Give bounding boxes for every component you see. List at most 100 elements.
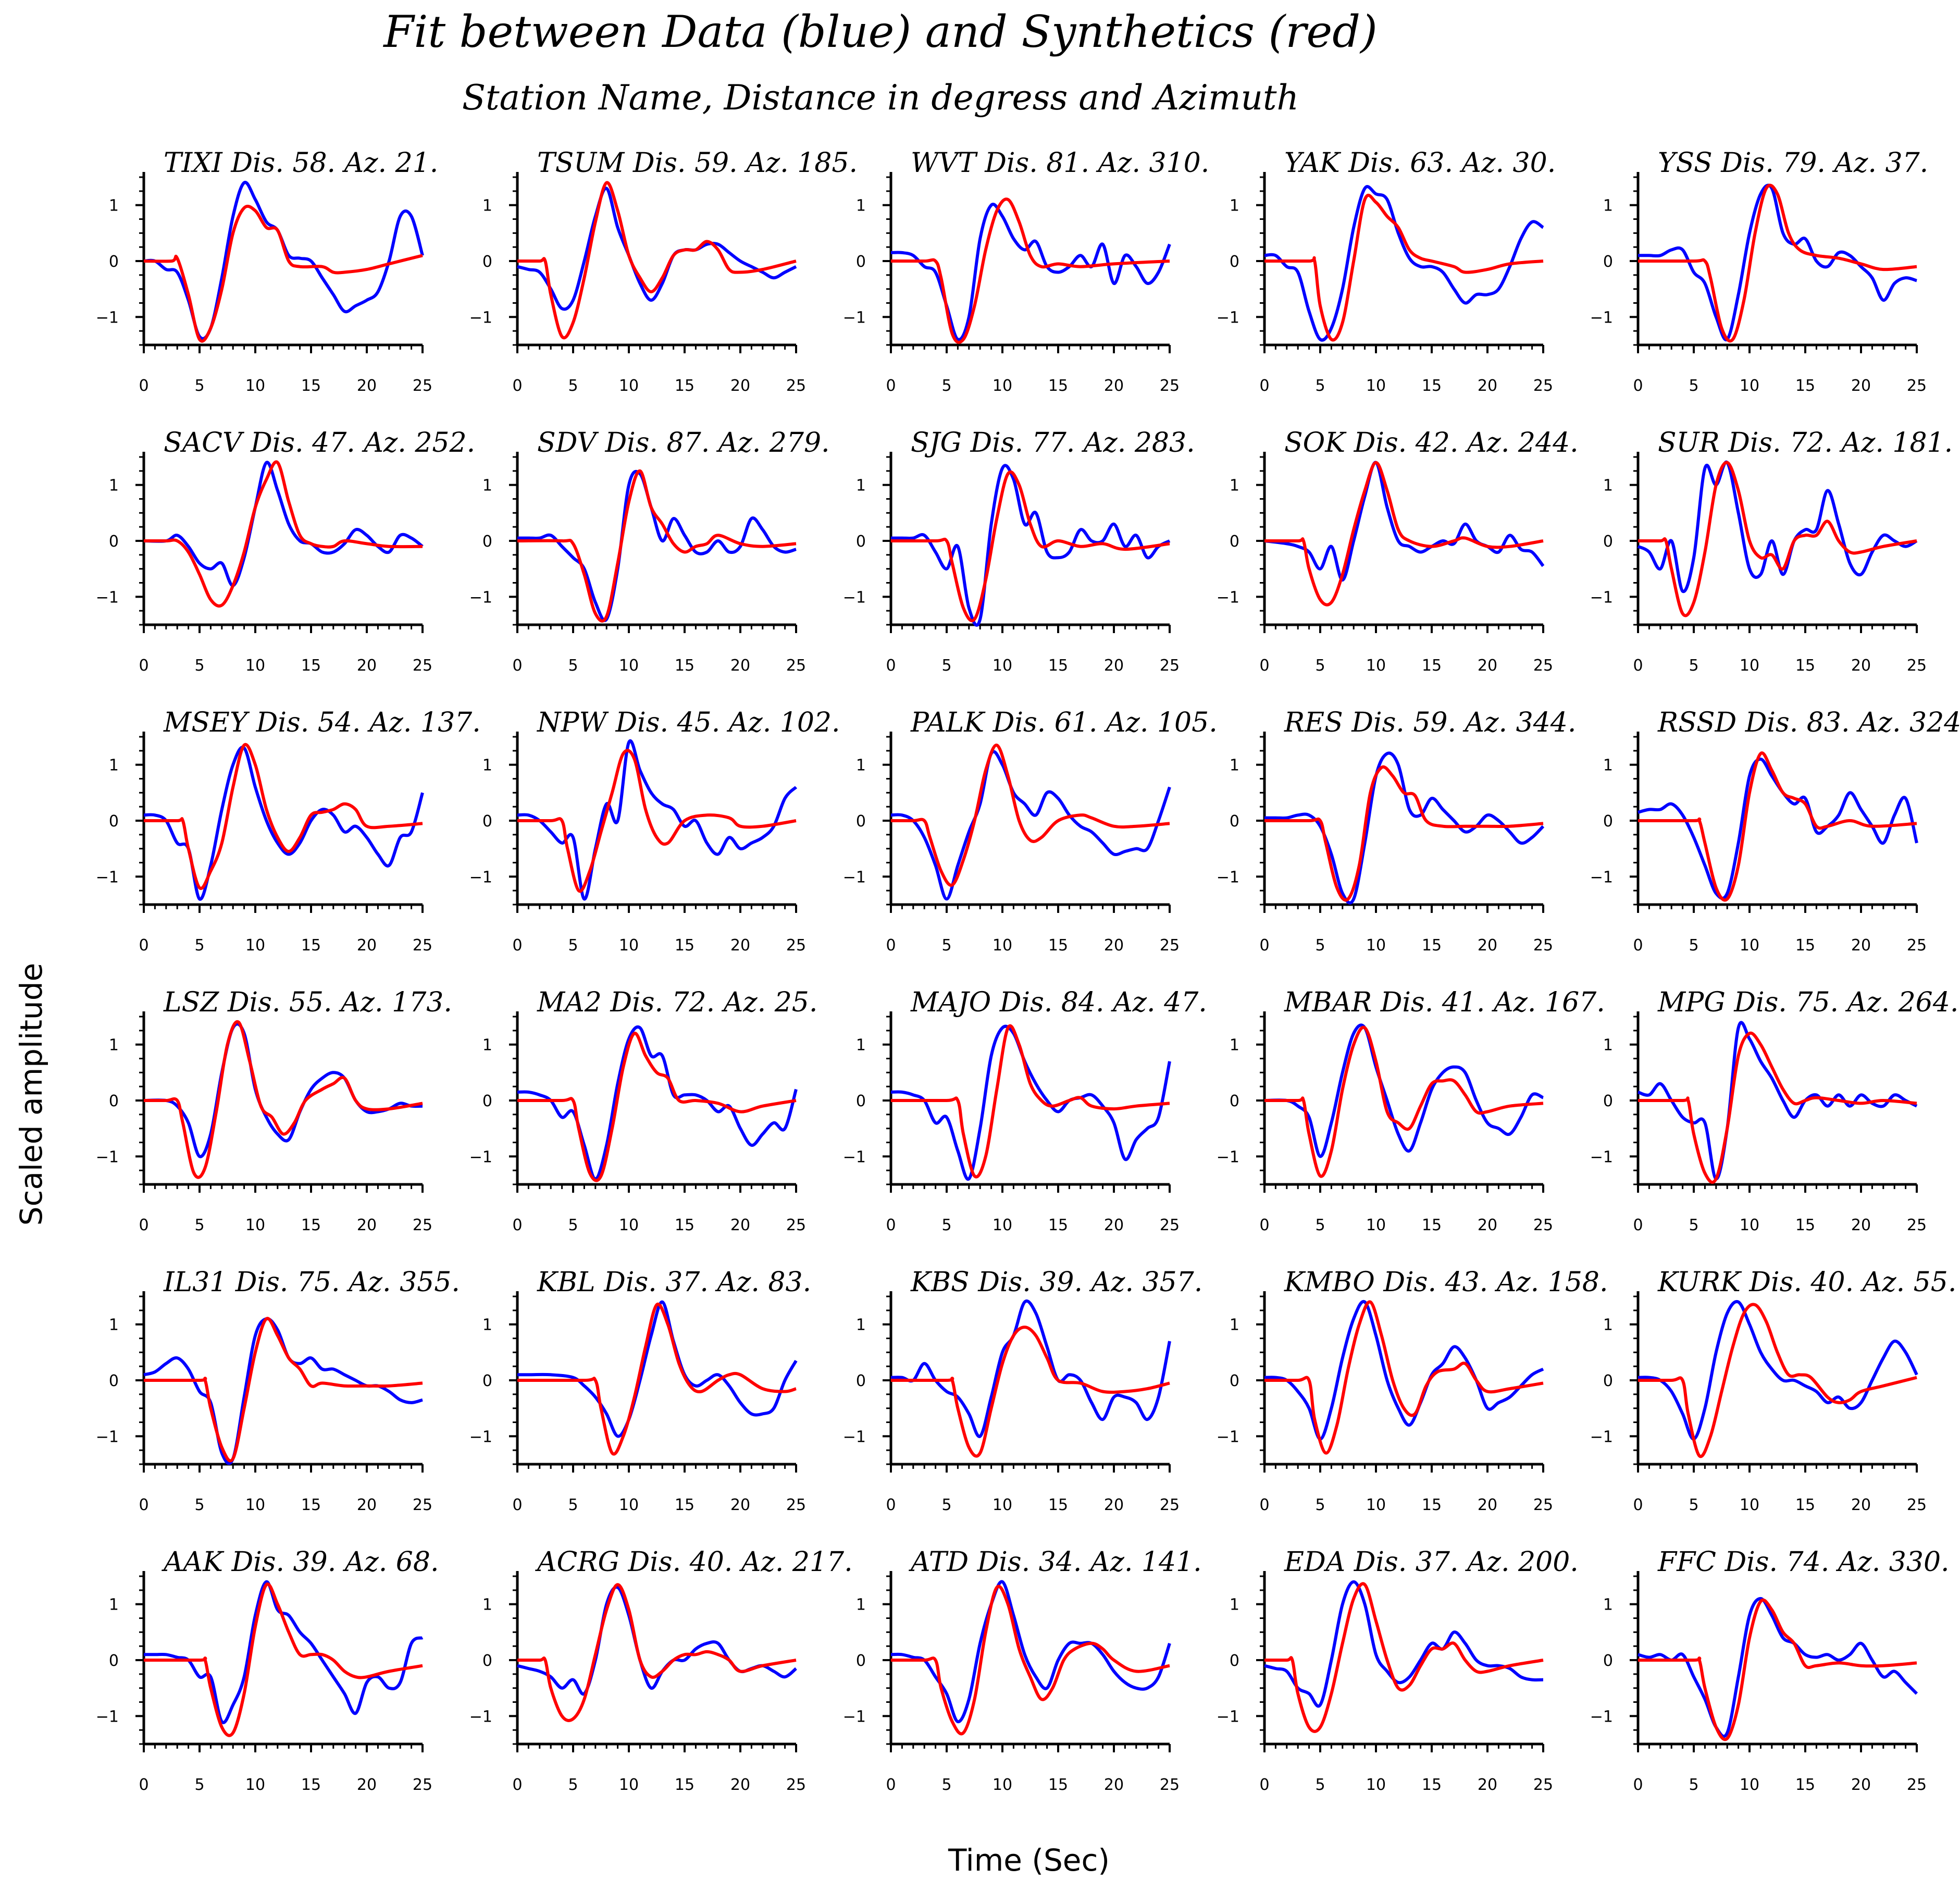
y-tick-label: −1 [96,308,119,327]
y-tick-label: −1 [96,1708,119,1726]
x-tick-label: 10 [993,936,1012,955]
x-tick-label: 25 [413,1776,432,1794]
synthetic-trace-red [1264,1300,1544,1455]
x-tick-label: 15 [1422,1496,1442,1514]
x-tick-label: 25 [1533,377,1553,395]
y-tick-label: 0 [482,253,492,271]
y-tick-label: 0 [109,253,119,271]
station-label: MPG Dis. 75. Az. 264. [1657,987,1958,1018]
x-tick-label: 5 [194,1496,204,1514]
x-tick-label: 10 [245,1216,265,1234]
x-tick-label: 20 [357,936,377,955]
x-tick-label: 10 [1366,936,1386,955]
station-label: RES Dis. 59. Az. 344. [1284,707,1576,738]
x-tick-label: 10 [1366,1496,1386,1514]
chart-title: Fit between Data (blue) and Synthetics (… [382,6,1378,57]
x-tick-label: 15 [1795,1216,1815,1234]
x-tick-label: 15 [675,1776,694,1794]
x-tick-label: 10 [619,377,639,395]
y-tick-label: −1 [96,588,119,607]
y-tick-label: 1 [109,1596,119,1614]
x-tick-label: 20 [357,1776,377,1794]
x-tick-label: 5 [1689,1216,1698,1234]
synthetic-trace-red [890,197,1170,344]
x-tick-label: 5 [941,1776,951,1794]
x-tick-label: 0 [1633,936,1643,955]
y-tick-label: −1 [843,1708,866,1726]
y-tick-label: −1 [96,1148,119,1166]
station-label: MSEY Dis. 54. Az. 137. [163,707,481,738]
x-tick-label: 5 [1689,1496,1698,1514]
synthetic-trace-red [1264,1582,1544,1733]
station-label: NPW Dis. 45. Az. 102. [536,707,840,738]
data-trace-blue [891,464,1171,627]
y-tick-label: 0 [482,1652,492,1670]
x-tick-label: 0 [512,1776,522,1794]
x-tick-label: 10 [993,1216,1012,1234]
y-tick-label: 1 [856,1036,866,1055]
y-tick-label: 1 [482,197,492,215]
station-label: EDA Dis. 37. Az. 200. [1284,1547,1579,1578]
x-tick-label: 0 [512,1216,522,1234]
x-tick-label: 0 [512,377,522,395]
y-tick-label: −1 [96,1428,119,1446]
x-tick-label: 0 [512,657,522,675]
x-tick-label: 5 [941,377,951,395]
y-tick-label: −1 [1217,1708,1239,1726]
x-tick-label: 25 [1907,1776,1927,1794]
y-tick-label: 0 [482,1372,492,1390]
y-tick-label: 0 [856,1092,866,1110]
synthetic-trace-red [517,1032,797,1182]
x-tick-label: 15 [1422,377,1442,395]
x-tick-label: 25 [413,657,432,675]
y-axis-label: Scaled amplitude [14,963,49,1226]
x-tick-label: 25 [1907,377,1927,395]
y-tick-label: 0 [1230,1372,1239,1390]
synthetic-trace-red [1638,1303,1917,1458]
x-tick-label: 10 [245,377,265,395]
x-tick-label: 15 [675,936,694,955]
x-tick-label: 15 [1048,936,1068,955]
x-tick-label: 15 [675,377,694,395]
y-tick-label: 0 [1603,1372,1613,1390]
station-label: RSSD Dis. 83. Az. 324. [1657,707,1960,738]
y-tick-label: 1 [1603,477,1613,495]
synthetic-trace-red [1638,461,1917,617]
x-tick-label: 0 [512,1496,522,1514]
y-tick-label: 0 [1603,812,1613,831]
x-tick-label: 20 [1851,657,1871,675]
synthetic-trace-red [1638,1598,1917,1741]
station-label: YAK Dis. 63. Az. 30. [1284,147,1556,179]
station-label: LSZ Dis. 55. Az. 173. [163,987,452,1018]
x-tick-label: 10 [619,1496,639,1514]
x-tick-label: 25 [786,1776,806,1794]
x-tick-label: 20 [357,657,377,675]
station-label: SDV Dis. 87. Az. 279. [537,427,830,459]
x-tick-label: 0 [886,377,896,395]
y-tick-label: 1 [1230,477,1239,495]
x-tick-label: 10 [245,1496,265,1514]
data-trace-blue [517,187,797,311]
x-tick-label: 10 [1740,1776,1759,1794]
x-tick-label: 20 [1478,657,1497,675]
y-tick-label: −1 [1590,868,1613,886]
x-tick-label: 15 [301,1496,321,1514]
x-tick-label: 25 [1533,1496,1553,1514]
x-tick-label: 25 [1533,936,1553,955]
x-tick-label: 20 [730,377,750,395]
y-tick-label: −1 [469,1708,492,1726]
x-tick-label: 15 [1795,377,1815,395]
chart-subtitle: Station Name, Distance in degress and Az… [462,78,1299,118]
data-trace-blue [1264,1300,1544,1441]
x-tick-label: 5 [568,377,578,395]
synthetic-trace-red [1638,751,1917,902]
x-tick-label: 20 [1104,1496,1124,1514]
x-tick-label: 5 [194,657,204,675]
